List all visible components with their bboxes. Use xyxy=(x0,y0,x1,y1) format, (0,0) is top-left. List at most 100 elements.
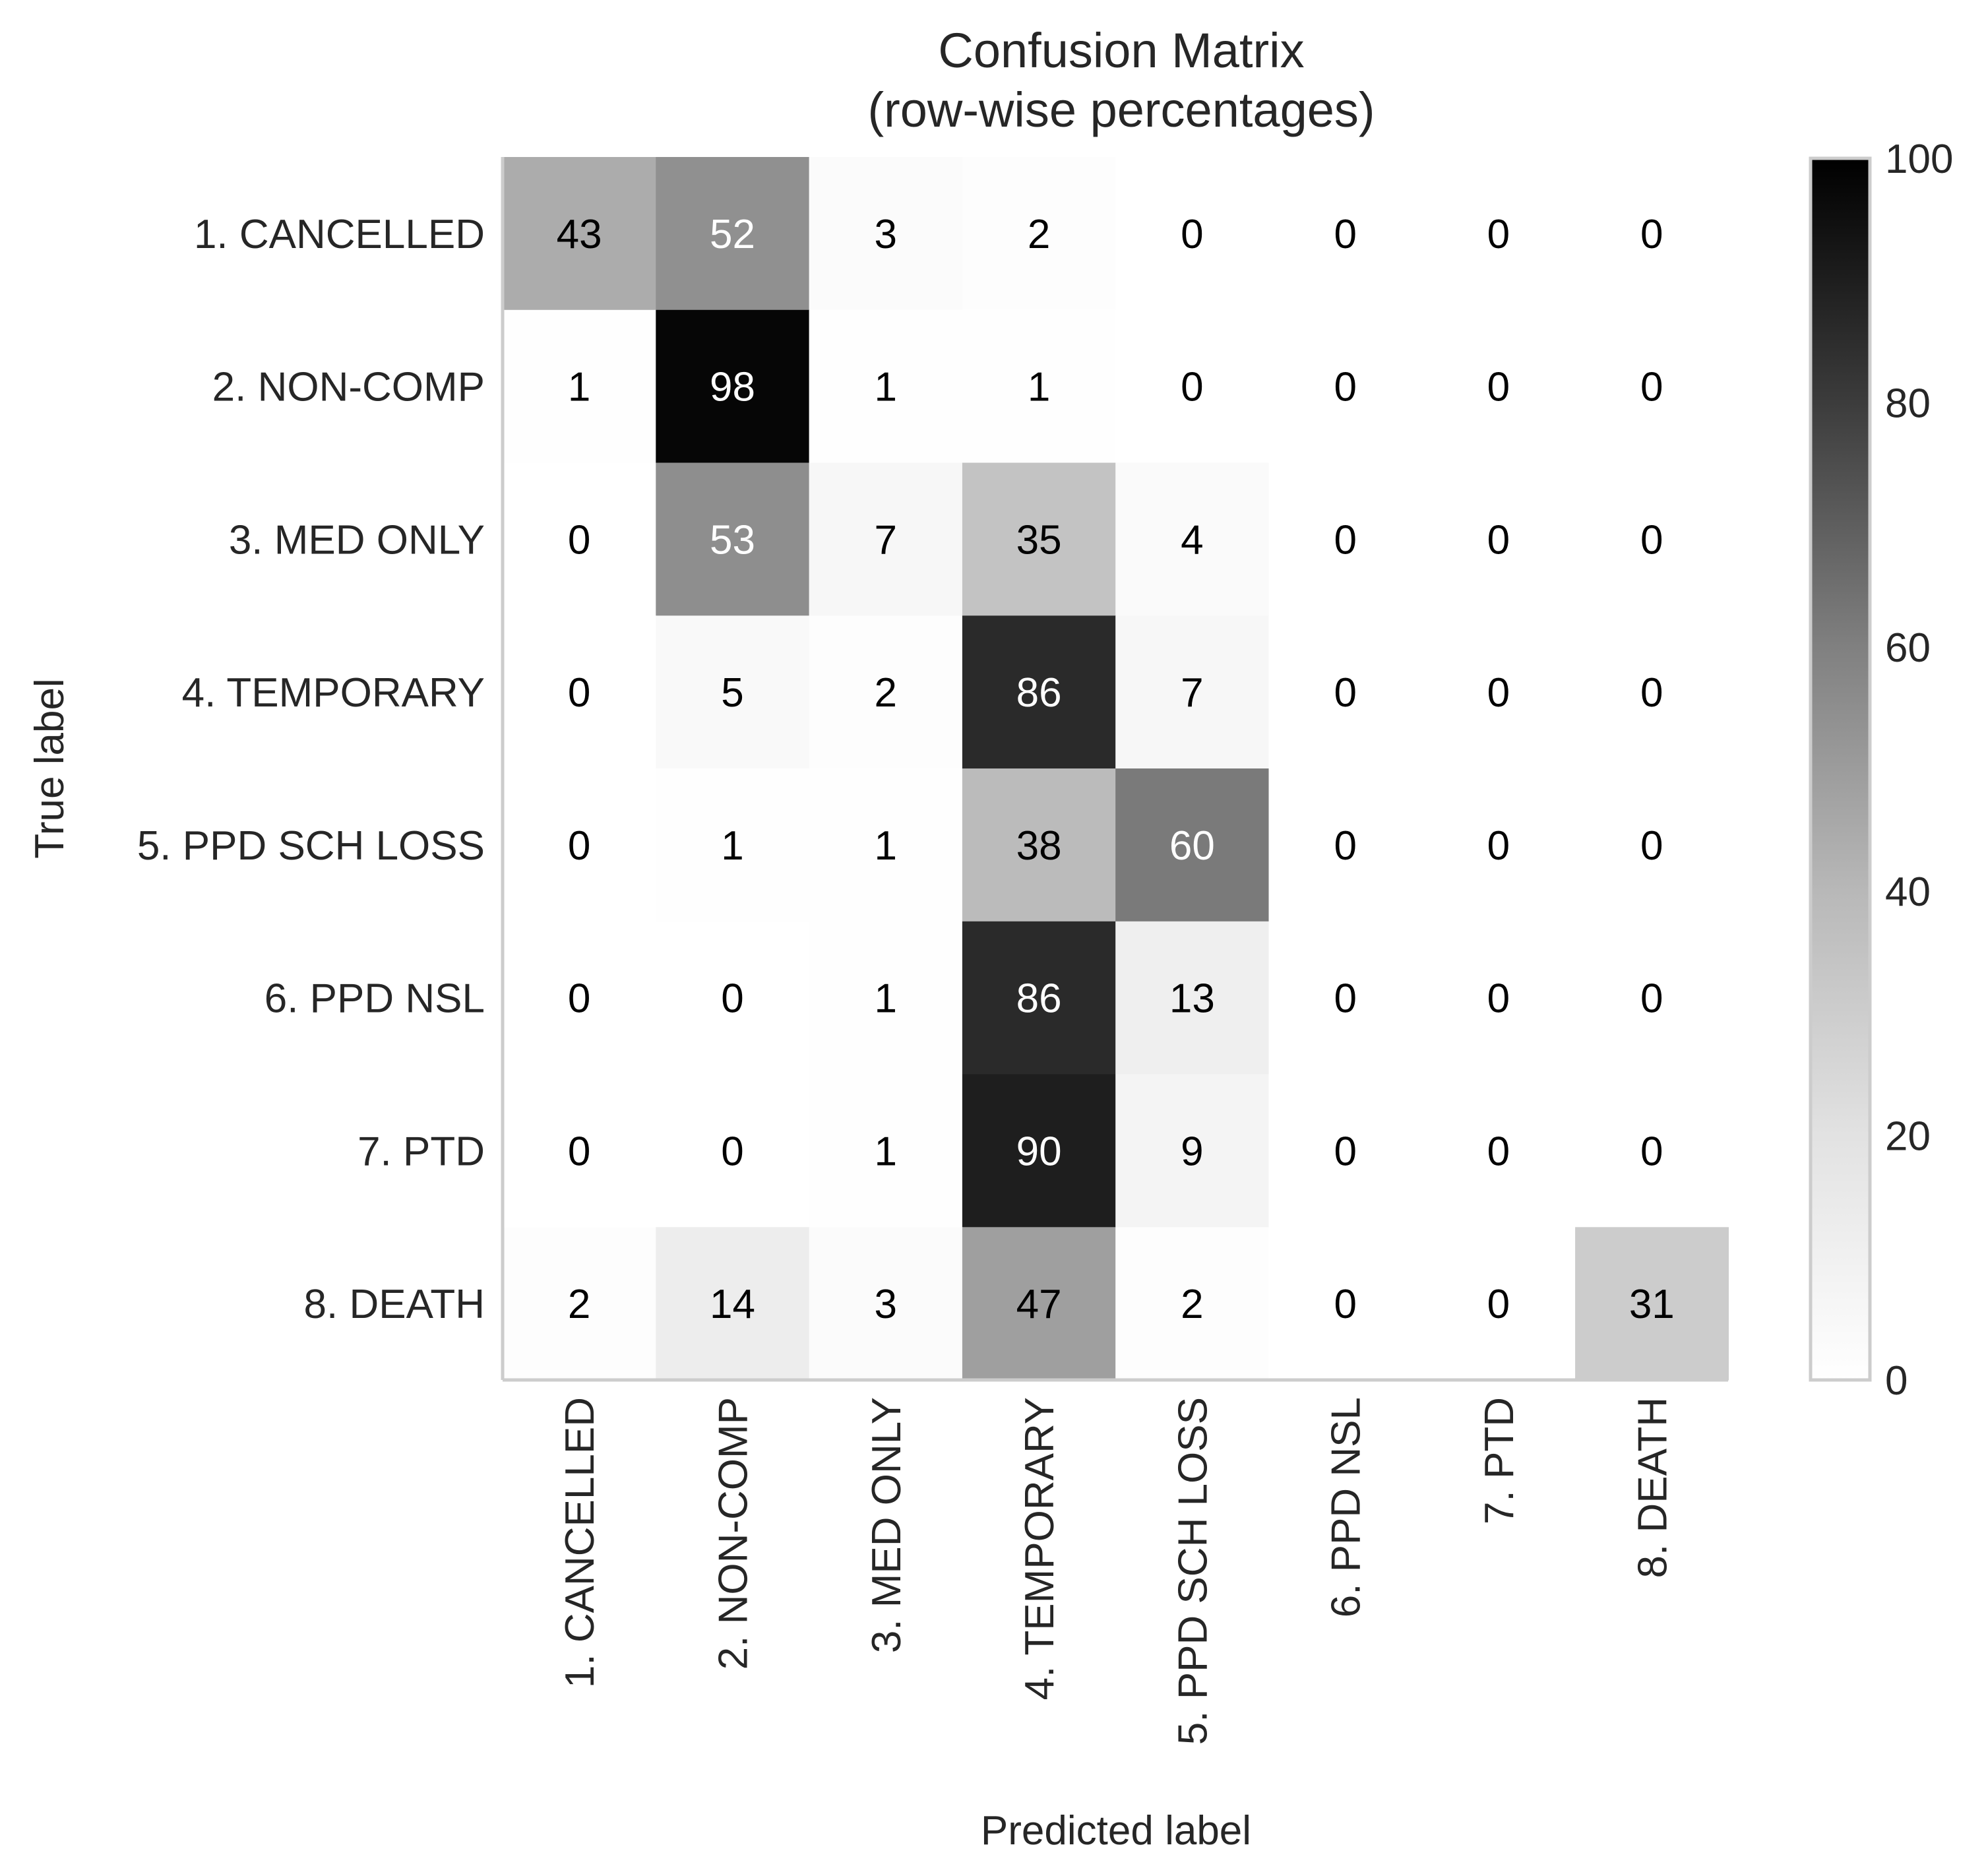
cell-value-label: 90 xyxy=(1016,1129,1062,1174)
x-tick-label: 2. NON-COMP xyxy=(711,1397,757,1670)
cell-value-label: 0 xyxy=(1640,823,1663,869)
heatmap-cell xyxy=(1421,309,1576,464)
colorbar-tick-label: 20 xyxy=(1885,1114,1931,1160)
cell-value-label: 0 xyxy=(1334,670,1356,716)
y-axis-label: True label xyxy=(27,678,73,858)
cell-annotations: 43 52 3 2 0 0 0 01 98 1 1 0 0 0 00 53 7 35 4 0 0 00 5 2 86 7 0 0 00 1… xyxy=(557,212,1675,1327)
heatmap-cell xyxy=(1268,462,1423,616)
cell-value-label: 0 xyxy=(1487,1282,1510,1327)
cell-value-label: 1 xyxy=(875,365,897,410)
x-tick-label: 8. DEATH xyxy=(1630,1397,1675,1578)
x-tick-label: 1. CANCELLED xyxy=(557,1397,603,1688)
heatmap-cell xyxy=(1115,1074,1270,1228)
heatmap-cell xyxy=(656,768,810,922)
heatmap-cell xyxy=(1115,1227,1270,1381)
cell-value-label: 0 xyxy=(1487,670,1510,716)
y-tick-label: 1. CANCELLED xyxy=(194,212,485,257)
cell-value-label: 0 xyxy=(1640,212,1663,257)
heatmap-cell xyxy=(962,1074,1116,1228)
cell-value-label: 0 xyxy=(1181,212,1203,257)
cell-value-label: 0 xyxy=(1334,1282,1356,1327)
cell-value-label: 35 xyxy=(1016,517,1062,563)
cell-value-label: 1 xyxy=(875,976,897,1022)
cell-value-label: 2 xyxy=(1028,212,1050,257)
x-tick-label: 7. PTD xyxy=(1477,1397,1522,1524)
cell-value-label: 0 xyxy=(1334,212,1356,257)
y-tick-label: 4. TEMPORARY xyxy=(182,670,485,716)
heatmap-cell xyxy=(1268,157,1423,311)
heatmap-cell xyxy=(503,615,656,769)
cell-value-label: 0 xyxy=(721,1129,743,1174)
cell-value-label: 0 xyxy=(1181,365,1203,410)
cell-value-label: 0 xyxy=(568,1129,590,1174)
heatmap-cell xyxy=(809,157,963,311)
heatmap-cell xyxy=(503,157,656,311)
cell-value-label: 5 xyxy=(721,670,743,716)
heatmap-cell xyxy=(1115,768,1270,922)
y-tick-label: 8. DEATH xyxy=(304,1282,485,1327)
cell-value-label: 0 xyxy=(1334,365,1356,410)
y-tick-label: 6. PPD NSL xyxy=(264,976,485,1022)
cell-value-label: 0 xyxy=(1487,976,1510,1022)
heatmap-cell xyxy=(1575,1227,1729,1381)
cell-value-label: 1 xyxy=(568,365,590,410)
x-axis-label: Predicted label xyxy=(981,1808,1251,1854)
heatmap-cell xyxy=(1421,1074,1576,1228)
colorbar-tick-label: 60 xyxy=(1885,625,1931,671)
heatmap-cell xyxy=(503,1074,656,1228)
heatmap-cell xyxy=(1575,768,1729,922)
x-tick-label: 6. PPD NSL xyxy=(1324,1397,1369,1617)
cell-value-label: 2 xyxy=(875,670,897,716)
heatmap-cell xyxy=(1421,462,1576,616)
heatmap-cell xyxy=(656,921,810,1075)
cell-value-label: 38 xyxy=(1016,823,1062,869)
cell-value-label: 0 xyxy=(1487,1129,1510,1174)
cell-value-label: 1 xyxy=(875,823,897,869)
cell-value-label: 86 xyxy=(1016,670,1062,716)
heatmap-cell xyxy=(1268,921,1423,1075)
heatmap-cell xyxy=(962,309,1116,464)
heatmap-cell xyxy=(809,1074,963,1228)
heatmap-cell xyxy=(809,462,963,616)
heatmap-cell xyxy=(503,1227,656,1381)
heatmap-cell xyxy=(962,1227,1116,1381)
cell-value-label: 0 xyxy=(1487,823,1510,869)
cell-value-label: 0 xyxy=(568,823,590,869)
cell-value-label: 0 xyxy=(1487,212,1510,257)
heatmap-cell xyxy=(962,921,1116,1075)
heatmap-cell xyxy=(1575,309,1729,464)
cell-value-label: 31 xyxy=(1629,1282,1675,1327)
heatmap-cell xyxy=(1115,615,1270,769)
heatmap-cell xyxy=(503,462,656,616)
heatmap-cell xyxy=(503,309,656,464)
heatmap-cell xyxy=(1115,157,1270,311)
heatmap-cell xyxy=(656,615,810,769)
cell-value-label: 1 xyxy=(875,1129,897,1174)
x-tick-label: 4. TEMPORARY xyxy=(1017,1397,1063,1700)
cell-value-label: 0 xyxy=(1640,517,1663,563)
cell-value-label: 0 xyxy=(1487,517,1510,563)
cell-value-label: 43 xyxy=(557,212,602,257)
heatmap-cell xyxy=(962,157,1116,311)
heatmap-cell xyxy=(1575,1074,1729,1228)
heatmap-cell xyxy=(1575,157,1729,311)
heatmap-cell xyxy=(1421,157,1576,311)
cell-value-label: 0 xyxy=(1487,365,1510,410)
heatmap-cell xyxy=(1115,462,1270,616)
heatmap-cell xyxy=(656,157,810,311)
cell-value-label: 3 xyxy=(875,1282,897,1327)
cell-value-label: 0 xyxy=(1640,670,1663,716)
colorbar-tick-label: 100 xyxy=(1885,137,1953,182)
cell-value-label: 14 xyxy=(710,1282,755,1327)
heatmap-cell xyxy=(1421,1227,1576,1381)
heatmap-cell xyxy=(656,1074,810,1228)
heatmap-cells xyxy=(503,157,1729,1381)
y-tick-label: 3. MED ONLY xyxy=(229,517,485,563)
colorbar xyxy=(1809,156,1872,1382)
heatmap-cell xyxy=(809,309,963,464)
heatmap-cell xyxy=(1268,309,1423,464)
cell-value-label: 0 xyxy=(1334,976,1356,1022)
cell-value-label: 47 xyxy=(1016,1282,1062,1327)
y-tick-labels: 1. CANCELLED 2. NON-COMP 3. MED ONLY 4. TEM… xyxy=(137,212,485,1327)
